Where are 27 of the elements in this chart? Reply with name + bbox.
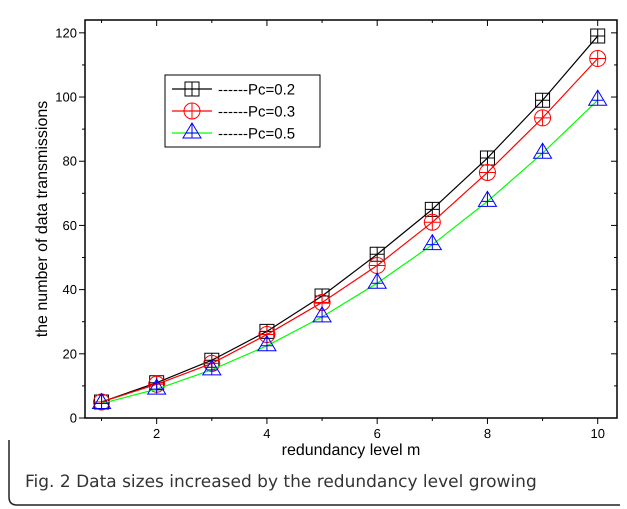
x-axis-title: redundancy level m: [282, 442, 420, 459]
x-tick-label: 2: [153, 426, 160, 441]
x-tick-label: 10: [590, 426, 605, 441]
point: [314, 288, 330, 304]
y-tick-label: 120: [55, 25, 77, 40]
legend-label: ------Pc=0.5: [218, 126, 296, 142]
point: [534, 109, 552, 126]
point: [259, 324, 274, 339]
point: [370, 246, 385, 262]
point: [590, 28, 606, 44]
x-tick-label: 8: [484, 426, 492, 441]
x-tick-label: 4: [263, 426, 271, 441]
y-tick-label: 60: [62, 218, 77, 233]
point: [535, 92, 550, 108]
point: [424, 202, 440, 217]
legend-label: ------Pc=0.3: [218, 104, 296, 120]
y-tick-label: 20: [62, 346, 77, 362]
x-tick-label: 6: [374, 426, 381, 441]
legend-label: ------Pc=0.2: [218, 82, 296, 98]
point: [424, 214, 441, 231]
y-tick-label: 100: [55, 90, 77, 105]
y-tick-label: 0: [70, 410, 77, 426]
y-tick-label: 40: [62, 282, 77, 298]
point: [480, 150, 495, 166]
y-axis-title: the number of data transmissions: [34, 100, 51, 338]
caption: Fig. 2 Data sizes increased by the redundancy level growing: [25, 472, 537, 492]
y-tick-label: 80: [62, 154, 77, 169]
